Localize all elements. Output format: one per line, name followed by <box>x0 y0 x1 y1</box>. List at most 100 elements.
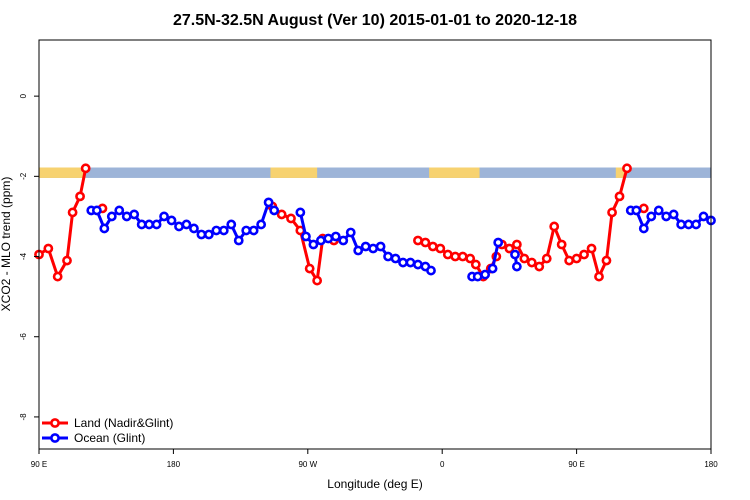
data-point <box>226 219 237 230</box>
data-point <box>174 221 184 232</box>
data-point <box>218 225 229 236</box>
data-point <box>586 243 597 254</box>
data-point <box>398 257 408 268</box>
data-point <box>511 261 522 272</box>
data-point <box>426 265 436 276</box>
data-point <box>106 211 117 222</box>
data-point <box>653 205 664 216</box>
data-point <box>698 211 709 222</box>
data-point <box>638 223 649 234</box>
series-1 <box>86 197 716 282</box>
band-land-2 <box>429 167 480 178</box>
data-point <box>114 205 125 216</box>
data-point <box>269 205 280 216</box>
data-point <box>601 255 612 266</box>
band-land-0 <box>39 167 86 178</box>
data-point <box>62 255 72 266</box>
data-point <box>427 241 438 252</box>
x-tick-label: 180 <box>704 460 718 469</box>
data-point <box>631 205 642 216</box>
data-point <box>129 209 140 220</box>
x-tick-label: 90 E <box>568 460 584 469</box>
data-point <box>646 211 657 222</box>
data-point <box>241 225 252 236</box>
x-tick-label: 180 <box>167 460 181 469</box>
y-tick-label: -2 <box>19 172 28 180</box>
data-point <box>338 235 349 246</box>
data-point <box>510 249 520 260</box>
data-point <box>323 233 334 244</box>
data-point <box>511 239 522 250</box>
data-point <box>151 219 162 230</box>
x-tick-label: 90 W <box>298 460 317 469</box>
legend-swatch-marker <box>50 433 60 443</box>
series-layer <box>34 163 716 286</box>
data-point <box>526 257 537 268</box>
data-point <box>607 207 617 218</box>
chart-legend: Land (Nadir&Glint)Ocean (Glint) <box>42 416 173 445</box>
data-point <box>360 241 371 252</box>
data-point <box>541 253 552 264</box>
data-point <box>383 251 393 262</box>
data-point <box>556 239 567 250</box>
chart-title: 27.5N-32.5N August (Ver 10) 2015-01-01 t… <box>173 12 577 29</box>
data-point <box>233 235 244 246</box>
band-land-1 <box>270 167 318 178</box>
data-point <box>304 263 315 274</box>
plot-frame <box>38 39 712 450</box>
data-point <box>166 215 177 226</box>
data-point <box>75 191 85 202</box>
data-point <box>248 225 259 236</box>
data-point <box>80 163 91 174</box>
band-ocean <box>39 167 711 178</box>
data-point <box>676 219 687 230</box>
data-point <box>470 259 481 270</box>
data-point <box>480 269 491 280</box>
data-point <box>91 205 102 216</box>
legend-label: Ocean (Glint) <box>74 431 145 445</box>
data-point <box>286 213 296 224</box>
data-point <box>594 271 604 282</box>
y-tick-label: -8 <box>19 413 28 421</box>
data-point <box>144 219 155 230</box>
data-point <box>450 251 461 262</box>
data-point <box>413 235 423 246</box>
data-point <box>211 225 222 236</box>
data-point <box>330 231 341 242</box>
data-point <box>668 209 679 220</box>
data-point <box>504 243 515 254</box>
band-land-3 <box>615 167 626 178</box>
data-point <box>519 253 530 264</box>
data-point <box>353 245 364 256</box>
y-tick-label: -6 <box>19 333 28 341</box>
data-point <box>614 191 625 202</box>
data-point <box>691 219 701 230</box>
data-point <box>420 237 431 248</box>
data-point <box>189 223 199 234</box>
data-point <box>136 219 147 230</box>
data-point <box>493 237 504 248</box>
legend-label: Land (Nadir&Glint) <box>74 416 173 430</box>
data-point <box>276 209 287 220</box>
data-point <box>308 239 319 250</box>
data-point <box>622 163 632 174</box>
data-point <box>375 241 386 252</box>
data-point <box>181 219 192 230</box>
data-point <box>487 263 498 274</box>
legend-swatch-marker <box>50 418 60 428</box>
x-axis: 90 E 180 90 W 0 90 E 180 <box>31 449 718 469</box>
data-point <box>405 257 416 268</box>
data-point <box>390 253 401 264</box>
data-point <box>315 235 326 246</box>
y-axis: 0 -2 -4 -6 -8 <box>19 93 39 420</box>
data-point <box>301 231 311 242</box>
data-point <box>564 255 575 266</box>
series-0 <box>34 163 649 286</box>
x-tick-label: 90 E <box>31 460 47 469</box>
data-point <box>457 251 468 262</box>
data-point <box>203 229 214 240</box>
data-point <box>67 207 78 218</box>
data-point <box>295 207 306 218</box>
data-point <box>368 243 379 254</box>
